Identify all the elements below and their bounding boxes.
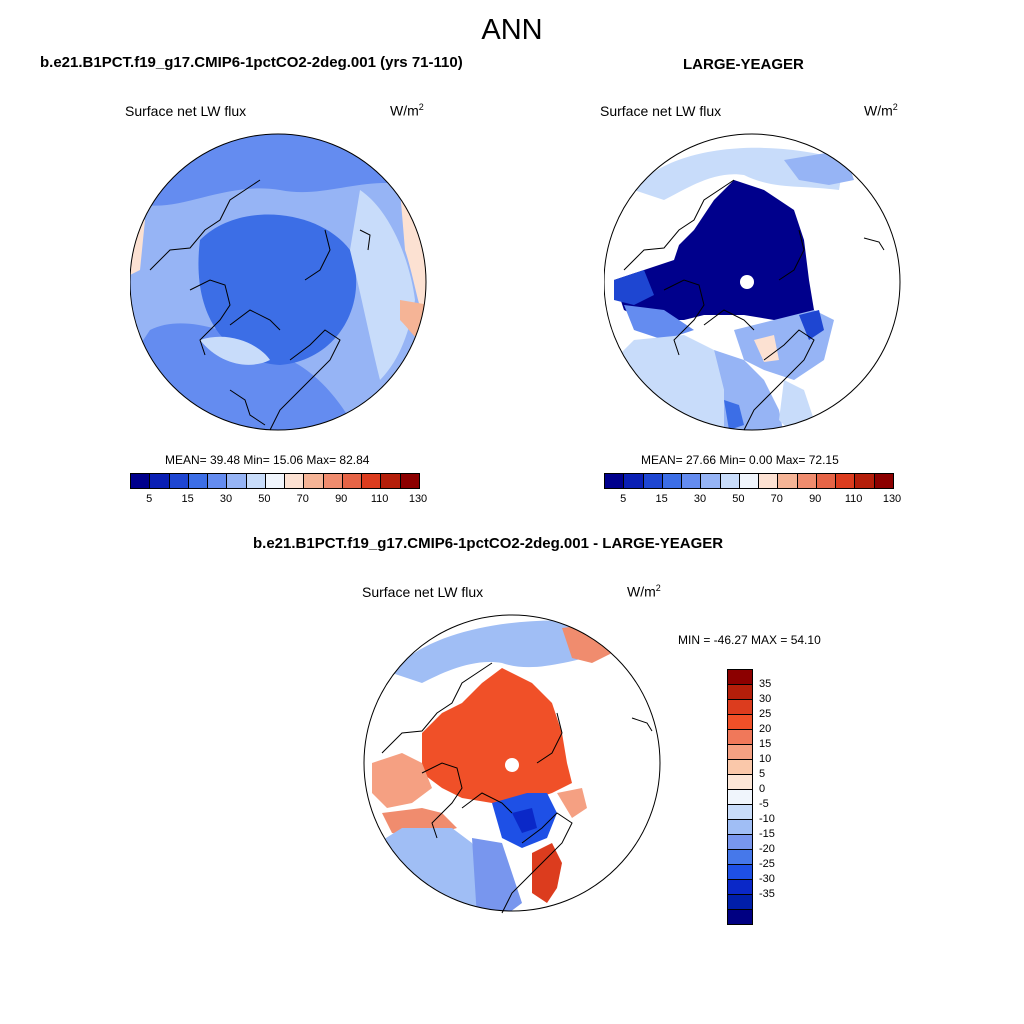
panel2-units: W/m2 [864, 102, 898, 119]
panel2-colorbar-swatch [855, 474, 875, 488]
panel2-colorbar-tick-label: 15 [655, 493, 668, 505]
panel1-colorbar-swatch [285, 474, 305, 488]
panel1-colorbar [130, 473, 420, 489]
diff-colorbar-swatch [728, 865, 752, 880]
panel2-case-title: LARGE-YEAGER [683, 56, 804, 73]
diff-colorbar-tick-label: 0 [759, 783, 766, 795]
panel2-colorbar-swatch [605, 474, 625, 488]
diff-colorbar-tick-label: -10 [759, 813, 775, 825]
diff-colorbar-swatch [728, 685, 752, 700]
diff-colorbar-swatch [728, 850, 752, 865]
panel1-colorbar-tick-label: 70 [296, 493, 309, 505]
panel1-colorbar-swatch [131, 474, 151, 488]
panel2-polar-map [604, 133, 901, 431]
panel2-colorbar-swatch [720, 474, 740, 488]
diff-colorbar-tick-label: 35 [759, 678, 772, 690]
panel1-colorbar-tick-label: 5 [146, 493, 153, 505]
panel1-colorbar-swatch [208, 474, 228, 488]
panel2-colorbar-swatch [816, 474, 837, 488]
panel1-case-title: b.e21.B1PCT.f19_g17.CMIP6-1pctCO2-2deg.0… [40, 54, 463, 71]
panel2-variable-label: Surface net LW flux [600, 103, 722, 119]
diff-colorbar-tick-label: -20 [759, 843, 775, 855]
panel2-colorbar-swatch [874, 474, 893, 488]
panel1-colorbar-tick-label: 90 [335, 493, 348, 505]
panel1-polar-map [130, 133, 427, 431]
diff-colorbar-tick-label: -30 [759, 873, 775, 885]
panel2-colorbar-swatch [643, 474, 663, 488]
panel2-colorbar-tick-label: 110 [844, 493, 863, 505]
panel1-colorbar-tick-label: 15 [181, 493, 194, 505]
diff-colorbar-tick-label: 15 [759, 738, 772, 750]
diff-colorbar-tick-label: 10 [759, 753, 772, 765]
panel2-colorbar-tick-label: 90 [809, 493, 822, 505]
diff-colorbar-tick-label: 25 [759, 708, 772, 720]
diff-colorbar-tick-label: 20 [759, 723, 772, 735]
diff-colorbar-swatch [728, 775, 752, 790]
diff-variable-label: Surface net LW flux [362, 584, 484, 600]
panel2-colorbar-swatch [701, 474, 721, 488]
panel1-colorbar-tick-label: 110 [370, 493, 389, 505]
panel1-colorbar-swatch [381, 474, 401, 488]
panel2-colorbar-swatch [739, 474, 760, 488]
panel1-colorbar-swatch [342, 474, 363, 488]
diff-minmax: MIN = -46.27 MAX = 54.10 [678, 633, 821, 647]
panel1-colorbar-swatch [362, 474, 382, 488]
panel1-colorbar-tick-label: 30 [219, 493, 233, 505]
panel1-stats: MEAN= 39.48 Min= 15.06 Max= 82.84 [165, 453, 370, 467]
diff-polar-map [363, 614, 661, 914]
diff-colorbar [727, 669, 753, 925]
panel2-stats: MEAN= 27.66 Min= 0.00 Max= 72.15 [641, 453, 839, 467]
diff-colorbar-tick-label: 30 [759, 693, 772, 705]
panel2-colorbar-swatch [836, 474, 856, 488]
diff-colorbar-swatch [728, 805, 752, 820]
diff-colorbar-swatch [728, 880, 752, 895]
figure-title: ANN [481, 14, 543, 46]
diff-colorbar-swatch [728, 895, 752, 910]
diff-colorbar-swatch [728, 715, 752, 730]
panel2-colorbar-tick-label: 30 [693, 493, 707, 505]
panel2-colorbar-swatch [797, 474, 817, 488]
panel1-colorbar-swatch [304, 474, 324, 488]
panel1-colorbar-swatch [227, 474, 247, 488]
panel2-colorbar-tick-label: 130 [882, 493, 902, 505]
panel2-colorbar [604, 473, 894, 489]
diff-case-title: b.e21.B1PCT.f19_g17.CMIP6-1pctCO2-2deg.0… [253, 535, 724, 552]
diff-colorbar-swatch [728, 835, 752, 850]
panel2-colorbar-swatch [778, 474, 798, 488]
diff-colorbar-tick-label: -5 [759, 798, 769, 810]
panel1-colorbar-swatch [150, 474, 170, 488]
panel1-colorbar-tick-label: 130 [408, 493, 428, 505]
panel1-colorbar-tick-label: 50 [258, 493, 271, 505]
panel1-colorbar-swatch [246, 474, 266, 488]
panel1-colorbar-swatch [265, 474, 286, 488]
panel2-colorbar-tick-label: 50 [732, 493, 745, 505]
diff-colorbar-tick-label: -15 [759, 828, 775, 840]
diff-units: W/m2 [627, 583, 661, 600]
diff-colorbar-swatch [728, 790, 752, 805]
panel1-colorbar-swatch [169, 474, 189, 488]
diff-colorbar-swatch [728, 670, 752, 685]
panel2-colorbar-swatch [624, 474, 644, 488]
diff-colorbar-tick-label: -35 [759, 888, 775, 900]
panel1-colorbar-swatch [188, 474, 209, 488]
panel2-colorbar-swatch [662, 474, 683, 488]
diff-colorbar-swatch [728, 760, 752, 775]
diff-colorbar-swatch [728, 700, 752, 715]
diff-colorbar-tick-label: 5 [759, 768, 766, 780]
diff-colorbar-swatch [728, 910, 752, 924]
diff-colorbar-tick-label: -25 [759, 858, 775, 870]
diff-colorbar-swatch [728, 820, 752, 835]
panel1-colorbar-swatch [323, 474, 343, 488]
panel1-units: W/m2 [390, 102, 424, 119]
panel2-colorbar-tick-label: 70 [770, 493, 783, 505]
panel1-colorbar-swatch [400, 474, 419, 488]
diff-colorbar-swatch [728, 745, 752, 760]
diff-colorbar-swatch [728, 730, 752, 745]
panel1-variable-label: Surface net LW flux [125, 103, 247, 119]
panel2-colorbar-tick-label: 5 [620, 493, 627, 505]
panel2-colorbar-swatch [682, 474, 702, 488]
panel2-colorbar-swatch [759, 474, 779, 488]
